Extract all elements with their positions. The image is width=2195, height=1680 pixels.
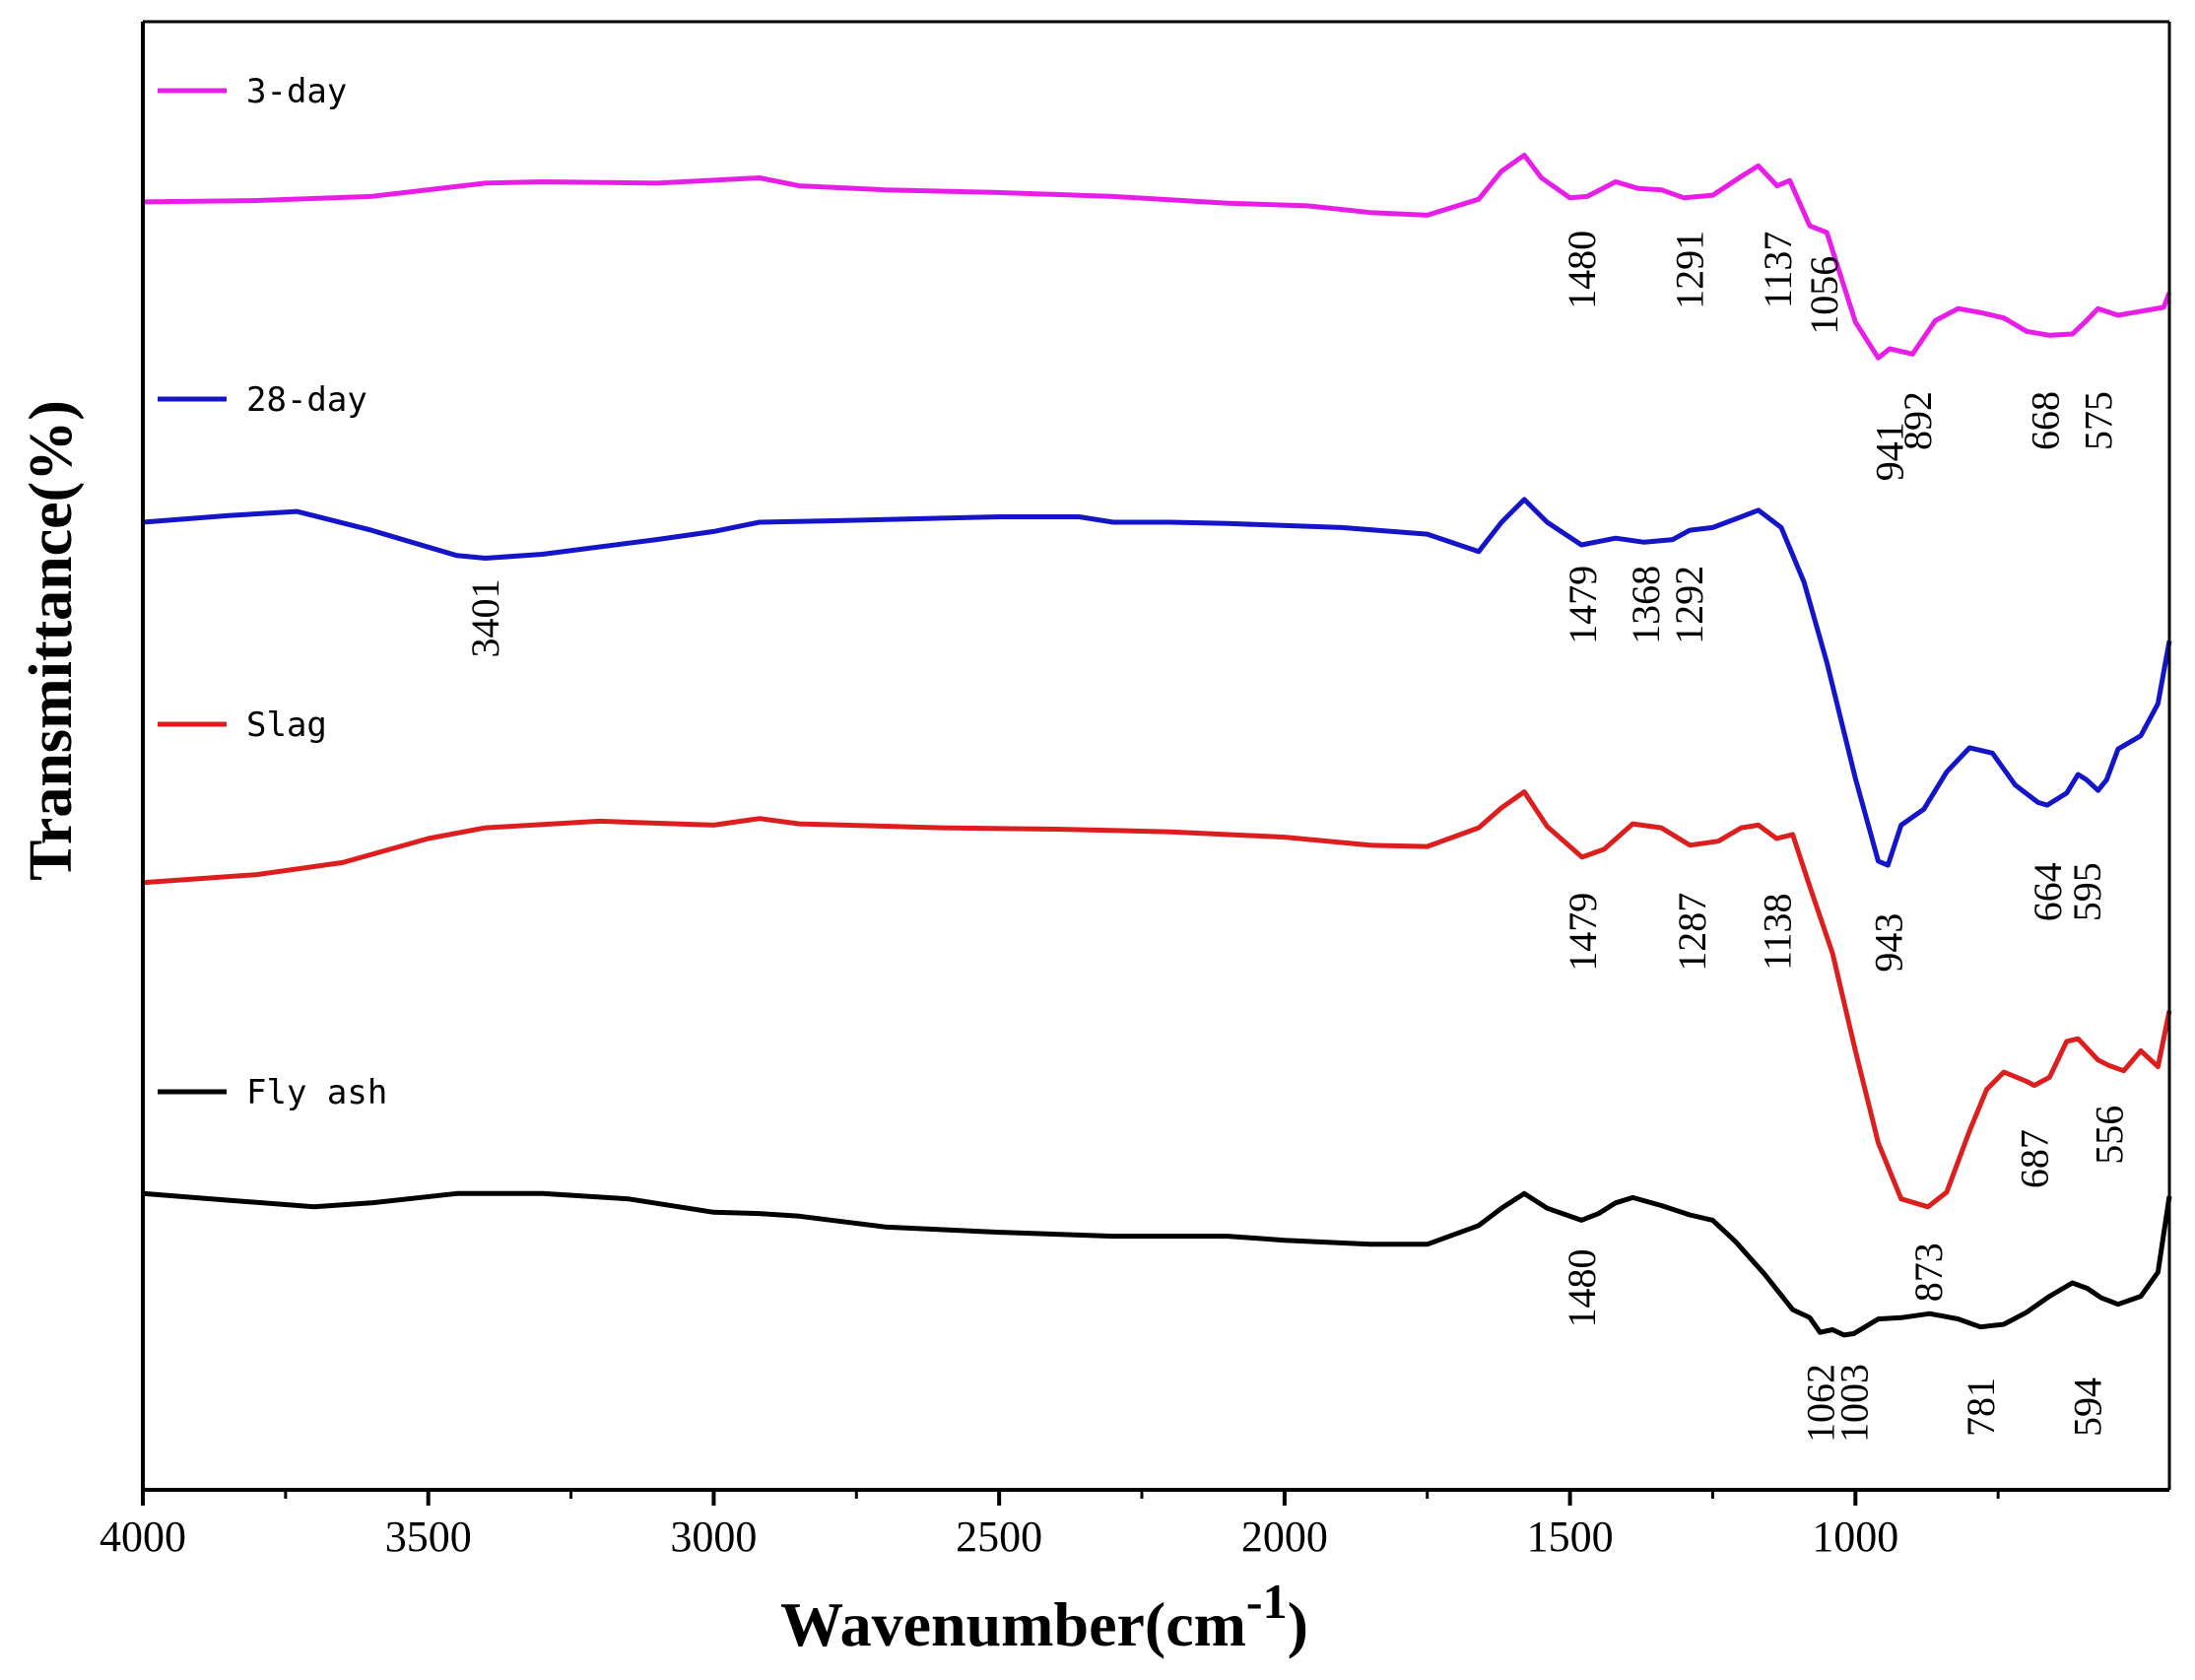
peak-label: 941 xyxy=(1868,422,1912,481)
peak-label: 556 xyxy=(2088,1106,2132,1165)
peak-label: 1137 xyxy=(1756,232,1800,309)
peak-label: 1138 xyxy=(1755,894,1799,972)
peak-label: 1003 xyxy=(1832,1364,1877,1443)
series-line-slag xyxy=(142,789,2172,1210)
legend-label-fly-ash: Fly ash xyxy=(246,1073,387,1112)
peak-label: 3401 xyxy=(463,579,507,658)
peak-label: 781 xyxy=(1959,1378,2003,1437)
series-line-3-day xyxy=(142,153,2172,361)
x-axis-title-main: Wavenumber(cm xyxy=(780,1589,1246,1659)
peak-label: 1479 xyxy=(1561,893,1605,972)
peak-label: 575 xyxy=(2077,391,2121,450)
peak-label: 595 xyxy=(2065,862,2109,921)
legend: 3-day 28-day Slag Fly ash xyxy=(158,72,387,1112)
x-tick-label: 2500 xyxy=(956,1512,1042,1561)
series-line-28-day xyxy=(142,497,2172,868)
peak-label: 1480 xyxy=(1560,1249,1604,1328)
x-axis-title: Wavenumber(cm-1) xyxy=(780,1574,1308,1659)
legend-label-slag: Slag xyxy=(246,706,327,745)
legend-label-28-day: 28-day xyxy=(246,380,367,420)
peak-label: 668 xyxy=(2024,391,2068,450)
peak-label: 1292 xyxy=(1667,566,1711,644)
x-tick-label: 4000 xyxy=(100,1512,186,1561)
peak-label: 1062 xyxy=(1798,1364,1842,1443)
x-tick-label: 3500 xyxy=(385,1512,472,1561)
peak-label: 1480 xyxy=(1560,231,1604,309)
peak-label: 664 xyxy=(2026,862,2070,921)
series-layer xyxy=(142,153,2172,1338)
x-tick-label: 1000 xyxy=(1812,1512,1898,1561)
x-tick-label: 3000 xyxy=(670,1512,757,1561)
peak-label: 1291 xyxy=(1668,231,1712,309)
peak-label: 892 xyxy=(1896,391,1940,450)
legend-label-3-day: 3-day xyxy=(246,72,347,111)
peak-label: 1479 xyxy=(1561,566,1605,644)
x-axis-title-superscript: -1 xyxy=(1246,1574,1288,1629)
peak-label: 873 xyxy=(1906,1243,1951,1302)
x-axis-title-close: ) xyxy=(1288,1589,1308,1659)
series-line-fly-ash xyxy=(142,1190,2172,1338)
peak-label: 1056 xyxy=(1802,256,1846,335)
peak-label: 943 xyxy=(1866,913,1910,973)
x-tick-label: 1500 xyxy=(1527,1512,1614,1561)
peak-label: 1368 xyxy=(1624,566,1668,644)
peak-label: 594 xyxy=(2066,1378,2110,1437)
peak-label: 1287 xyxy=(1670,893,1714,972)
axes: 4000 3500 3000 2500 2000 1500 1000 xyxy=(100,20,2171,1561)
x-tick-label: 2000 xyxy=(1241,1512,1328,1561)
peak-label: 687 xyxy=(2013,1129,2057,1188)
y-axis-title: Transmittance(%) xyxy=(18,400,85,881)
